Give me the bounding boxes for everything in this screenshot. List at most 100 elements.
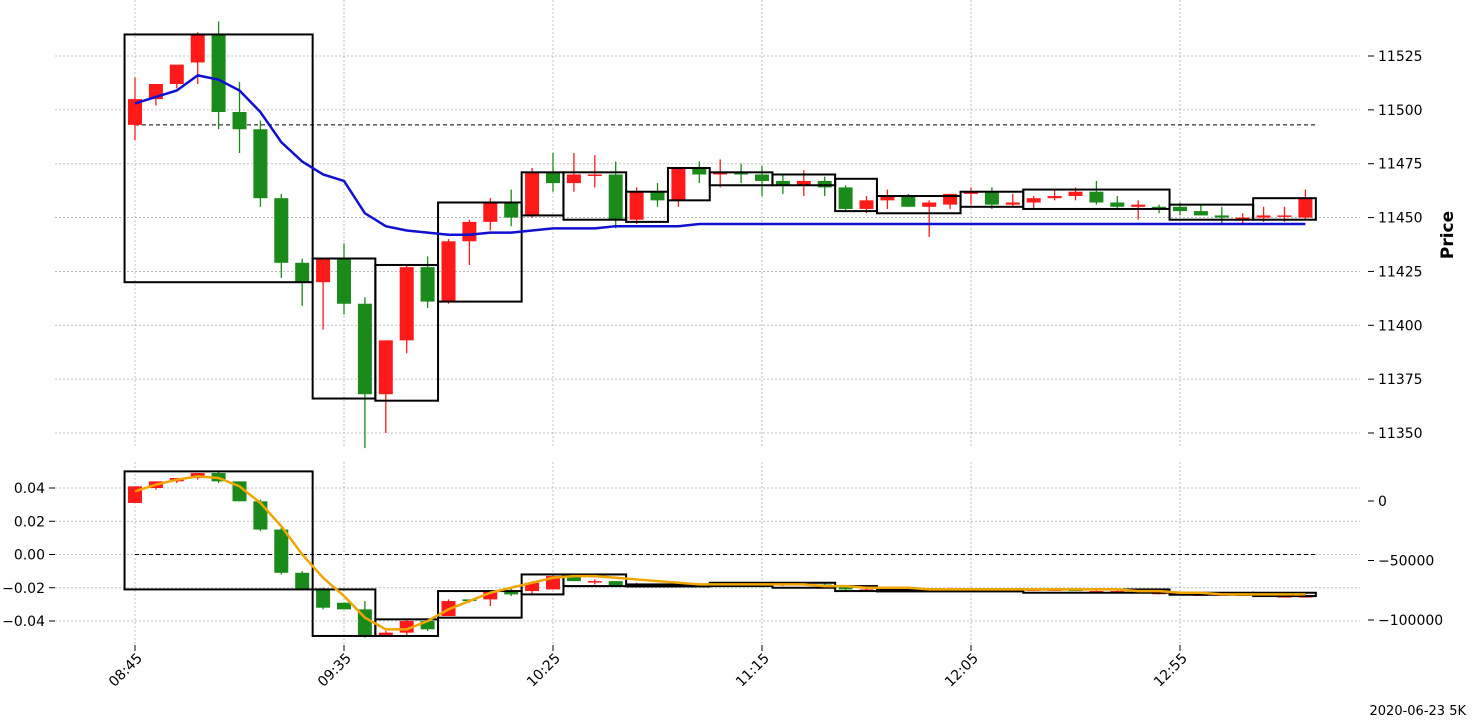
price-candle-body <box>650 191 665 201</box>
price-candle-body <box>1214 215 1229 218</box>
price-range-box <box>1252 197 1317 221</box>
price-candle-body <box>211 34 226 113</box>
indicator-candle-body <box>504 591 519 595</box>
price-tick-label: 11450 <box>1378 211 1423 227</box>
price-tick-label: 11500 <box>1378 103 1423 119</box>
x-tick-label: 08:45 <box>106 651 146 691</box>
price-candle-body <box>1193 211 1208 216</box>
price-candle-body <box>629 191 644 220</box>
indicator-left-tick-label: 0.00 <box>14 548 45 564</box>
price-axis-title: Price <box>1438 211 1458 259</box>
price-candle-body <box>1152 206 1167 209</box>
price-range-box <box>437 201 523 303</box>
price-range-box <box>625 190 669 223</box>
price-candle-body <box>1298 198 1313 218</box>
price-candle-body <box>964 191 978 194</box>
price-candle-body <box>587 174 602 176</box>
x-tick-label: 09:35 <box>315 651 355 691</box>
price-candle-body <box>1277 215 1292 217</box>
price-candle-body <box>713 172 728 175</box>
price-candle-body <box>1005 202 1020 205</box>
indicator-right-tick-label: 0 <box>1378 494 1387 510</box>
price-candle-body <box>608 174 623 220</box>
price-moving-average-line <box>134 74 1306 237</box>
price-candle-body <box>859 200 874 209</box>
indicator-candle-body <box>378 632 393 636</box>
indicator-left-tick-label: 0.04 <box>14 481 45 497</box>
price-candle-body <box>525 172 540 216</box>
price-tick-label: 11475 <box>1378 157 1423 173</box>
price-candle-body <box>1131 204 1146 207</box>
indicator-range-box <box>374 618 440 637</box>
price-candle-body <box>190 34 205 63</box>
price-candle-body <box>1256 215 1271 218</box>
price-candle-body <box>817 180 832 188</box>
price-candle-body <box>253 129 268 199</box>
indicator-candle-body <box>337 602 351 610</box>
price-tick-label: 11525 <box>1378 49 1423 65</box>
price-tick-label: 11400 <box>1378 318 1423 334</box>
indicator-candle-body <box>232 481 247 502</box>
price-candle-body <box>1089 191 1104 203</box>
price-range-box <box>834 177 878 213</box>
indicator-candle-body <box>399 621 414 633</box>
indicator-left-tick-label: 0.02 <box>14 514 45 530</box>
price-candle-body <box>399 267 414 341</box>
price-tick-label: 11350 <box>1378 426 1423 442</box>
price-candle-body <box>337 258 351 304</box>
indicator-candle-body <box>253 501 268 530</box>
indicator-candle-body <box>316 589 331 608</box>
price-range-box <box>374 263 440 402</box>
chart-footer-label: 2020-06-23 5K <box>1369 704 1466 719</box>
indicator-right-tick-label: −100000 <box>1378 613 1443 629</box>
price-candle-body <box>880 196 895 201</box>
price-candle-body <box>483 202 498 222</box>
price-candle-body <box>943 193 958 205</box>
indicator-right-tick-label: −50000 <box>1378 554 1434 570</box>
price-candle-body <box>274 198 289 263</box>
indicator-range-box <box>311 588 377 637</box>
price-candle-body <box>796 180 811 186</box>
indicator-candle-body <box>357 609 372 636</box>
price-range-box <box>123 33 314 284</box>
indicator-candle-body <box>587 581 602 583</box>
price-candle-body <box>316 258 331 283</box>
indicator-candle-body <box>608 581 623 587</box>
price-candle-body <box>775 180 790 186</box>
price-candle-body <box>1235 217 1250 220</box>
price-range-box <box>1022 188 1171 210</box>
price-candle-body <box>128 99 142 125</box>
price-tick-label: 11375 <box>1378 372 1423 388</box>
price-candle-body <box>504 202 519 218</box>
x-tick-label: 11:15 <box>733 651 773 691</box>
indicator-candle-body <box>295 572 310 590</box>
price-candle-body <box>420 267 435 302</box>
indicator-candle-body <box>566 574 581 582</box>
price-candle-body <box>295 262 310 283</box>
indicator-candle-body <box>274 529 289 573</box>
price-tick-label: 11425 <box>1378 264 1423 280</box>
indicator-candle-body <box>420 621 435 630</box>
price-candle-body <box>1173 206 1187 212</box>
price-candle-body <box>169 64 184 85</box>
price-candle-body <box>984 191 999 205</box>
price-candle-body <box>1068 191 1083 197</box>
x-tick-label: 12:05 <box>942 651 982 691</box>
indicator-left-tick-label: −0.04 <box>2 614 45 630</box>
price-candle-body <box>734 172 749 175</box>
price-candle-body <box>546 172 560 184</box>
price-candle-body <box>671 168 686 201</box>
price-candle-body <box>901 196 916 207</box>
price-candle-body <box>357 303 372 395</box>
price-candle-body <box>462 221 477 242</box>
indicator-candle-body <box>483 591 498 600</box>
price-candle-body <box>922 202 937 207</box>
x-tick-label: 10:25 <box>524 651 564 691</box>
price-candle-body <box>232 112 247 130</box>
price-candle-body <box>838 187 853 209</box>
indicator-range-box <box>437 590 523 619</box>
price-candle-body <box>1047 196 1062 199</box>
indicator-smooth-line <box>134 475 1306 631</box>
